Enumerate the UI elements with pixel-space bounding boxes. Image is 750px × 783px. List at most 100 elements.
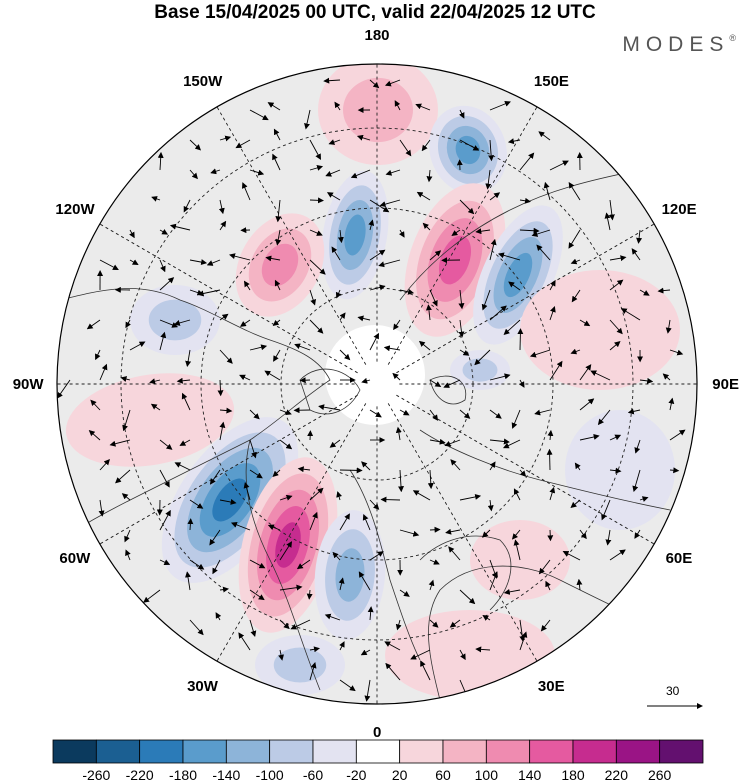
wind-vector bbox=[429, 526, 441, 533]
wind-vector bbox=[369, 79, 380, 89]
wind-vector bbox=[339, 513, 350, 531]
wind-vector bbox=[125, 319, 131, 329]
wind-vector bbox=[267, 524, 281, 531]
wind-vector bbox=[412, 490, 431, 501]
wind-vector bbox=[364, 679, 371, 702]
wind-vector bbox=[519, 152, 535, 171]
wind-vector bbox=[570, 499, 581, 509]
wind-vector bbox=[335, 289, 342, 299]
wind-vector bbox=[639, 496, 649, 502]
wind-vector bbox=[639, 377, 654, 384]
wind-vector bbox=[429, 438, 446, 445]
wind-vector bbox=[218, 199, 225, 215]
wind-vector bbox=[90, 399, 101, 411]
meridian-line bbox=[396, 394, 655, 545]
wind-vector bbox=[159, 559, 171, 565]
brand-registered-mark: ® bbox=[729, 33, 736, 43]
wind-vector bbox=[634, 529, 641, 539]
wind-vector bbox=[459, 199, 475, 215]
wind-vector bbox=[217, 379, 224, 397]
wind-vector bbox=[385, 662, 401, 681]
wind-vector bbox=[485, 169, 492, 190]
wind-vector bbox=[399, 288, 415, 295]
wind-vector bbox=[502, 439, 521, 449]
wind-vector bbox=[459, 139, 480, 151]
wind-vector bbox=[443, 379, 461, 388]
wind-vector bbox=[189, 259, 208, 266]
wind-vector bbox=[215, 612, 222, 621]
wind-vector bbox=[518, 379, 525, 388]
wind-vector bbox=[275, 229, 282, 246]
wind-vector bbox=[339, 467, 363, 474]
longitude-label: 60W bbox=[59, 549, 91, 567]
wind-vector bbox=[519, 631, 528, 651]
wind-vector bbox=[384, 641, 401, 651]
wind-vector bbox=[159, 469, 170, 488]
wind-vector bbox=[309, 289, 317, 306]
wind-vector bbox=[519, 227, 540, 234]
wind-vector bbox=[272, 319, 281, 327]
wind-vector bbox=[189, 139, 202, 151]
wind-vector bbox=[503, 588, 521, 595]
wind-vector bbox=[579, 398, 595, 411]
wind-vector bbox=[249, 109, 269, 121]
wind-vector bbox=[149, 378, 161, 385]
colorbar-tick-label: 220 bbox=[604, 767, 628, 783]
wind-vector bbox=[189, 619, 204, 636]
wind-vector bbox=[267, 102, 281, 111]
wind-vector bbox=[306, 589, 313, 600]
wind-vector bbox=[219, 586, 229, 593]
wind-vector bbox=[219, 421, 226, 441]
wind-vector bbox=[173, 319, 191, 326]
wind-vector bbox=[498, 252, 521, 261]
wind-vector bbox=[489, 461, 496, 471]
wind-vector bbox=[125, 549, 131, 561]
wind-vector bbox=[129, 341, 146, 351]
wind-vector bbox=[219, 407, 233, 414]
longitude-label: 150W bbox=[183, 73, 223, 91]
wind-vector bbox=[210, 168, 221, 175]
wind-vector bbox=[579, 434, 600, 441]
wind-vector bbox=[185, 349, 192, 367]
wind-vector bbox=[189, 499, 204, 509]
anomaly-contour bbox=[335, 548, 365, 602]
longitude-label: 120E bbox=[661, 201, 697, 219]
wind-vector bbox=[517, 328, 524, 351]
wind-vector bbox=[549, 486, 556, 501]
wind-vector bbox=[273, 128, 281, 141]
wind-vector bbox=[339, 312, 346, 321]
wind-vector bbox=[249, 619, 257, 637]
wind-vector bbox=[185, 571, 191, 591]
wind-vector bbox=[239, 319, 251, 327]
wind-vector bbox=[459, 493, 482, 501]
wind-vector bbox=[362, 513, 371, 531]
wind-vector bbox=[394, 100, 401, 111]
wind-vector bbox=[489, 438, 510, 445]
wind-vector bbox=[272, 469, 281, 477]
wind-vector bbox=[429, 250, 442, 261]
wind-vector bbox=[249, 409, 260, 420]
wind-vector bbox=[279, 619, 290, 630]
wind-vector bbox=[238, 632, 251, 651]
anomaly-contour bbox=[565, 410, 675, 530]
colorbar-tick-label: -100 bbox=[255, 767, 284, 783]
wind-vector bbox=[547, 429, 554, 441]
wind-vector bbox=[511, 409, 521, 429]
latitude-circle bbox=[200, 207, 554, 561]
wind-vector bbox=[538, 131, 551, 141]
wind-vector bbox=[309, 229, 323, 236]
wind-vector bbox=[545, 580, 551, 591]
wind-vector bbox=[309, 662, 317, 681]
wind-vector bbox=[157, 151, 164, 171]
wind-vector bbox=[379, 199, 401, 208]
wind-vector bbox=[159, 331, 167, 351]
colorbar-tick-label: 60 bbox=[435, 767, 451, 783]
wind-vector bbox=[459, 649, 466, 661]
meridian-line bbox=[396, 223, 655, 374]
anomaly-contour bbox=[344, 214, 366, 256]
wind-vector bbox=[249, 439, 257, 459]
wind-vector bbox=[358, 571, 371, 591]
wind-vector bbox=[326, 192, 341, 201]
wind-vector bbox=[296, 559, 311, 570]
wind-vector bbox=[543, 181, 551, 201]
